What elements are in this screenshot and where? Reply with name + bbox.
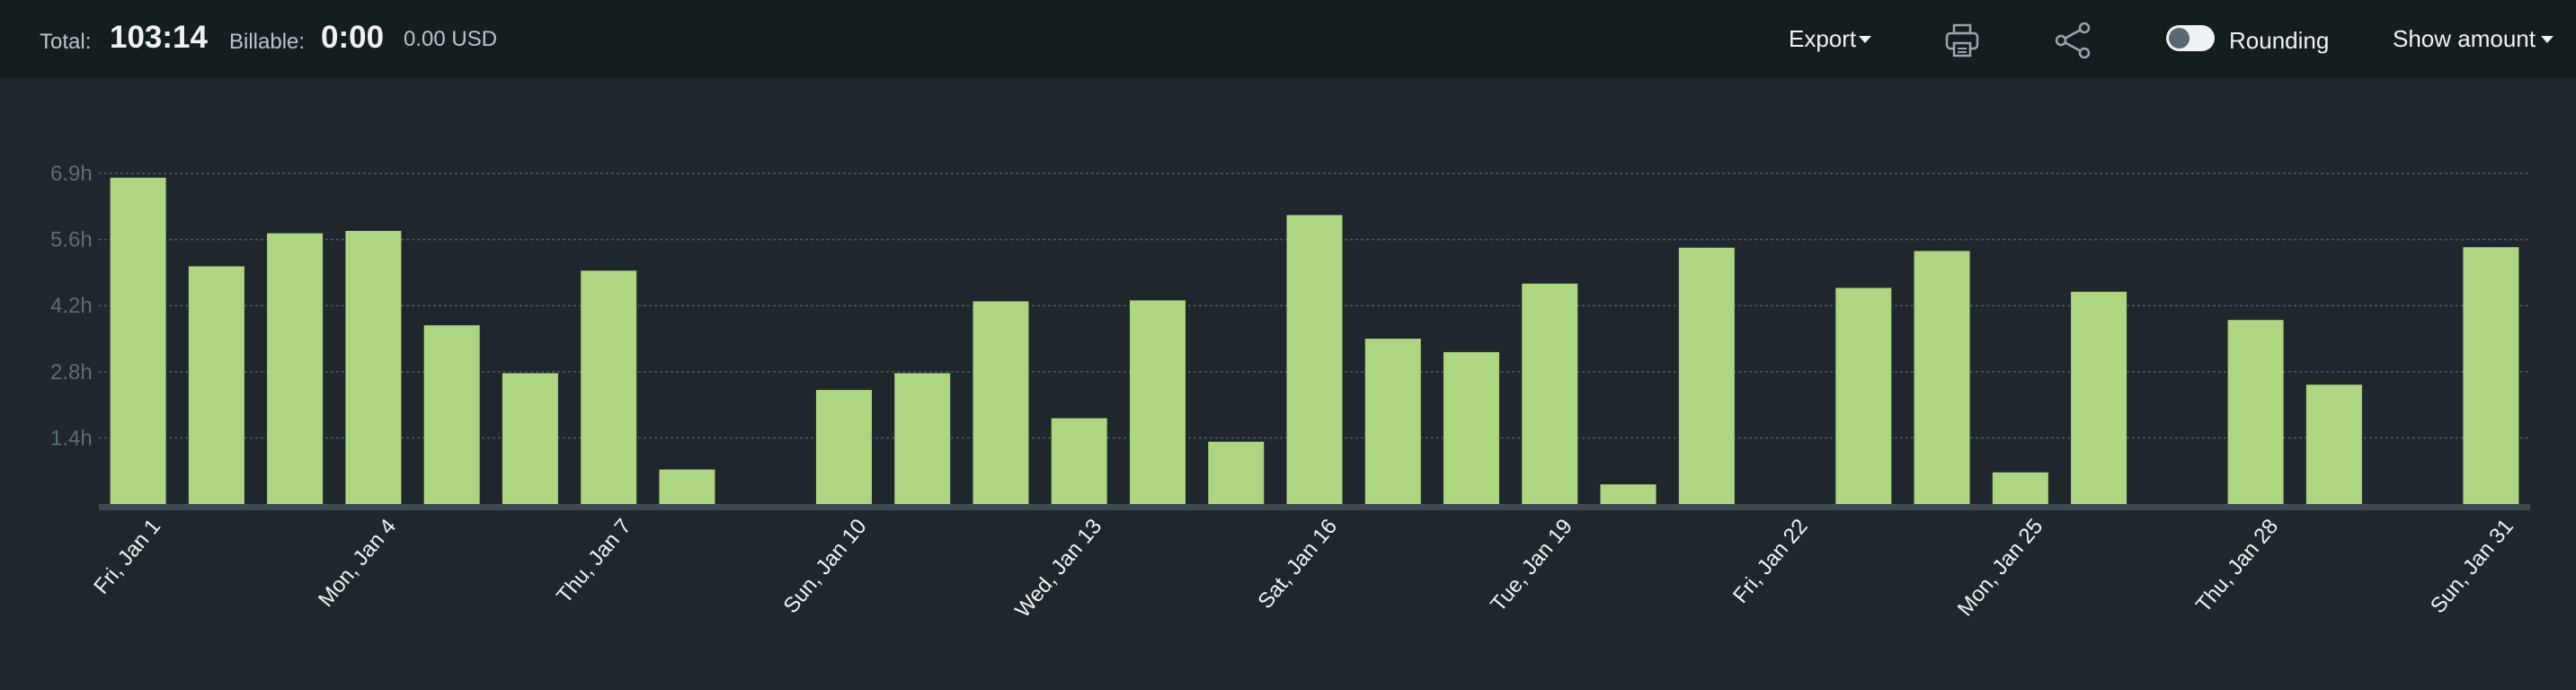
y-tick-label: 4.2h <box>50 294 93 318</box>
bar <box>581 270 637 504</box>
billable-value: 0:00 <box>321 20 385 55</box>
summary-toolbar: Total: 103:14 Billable: 0:00 0.00 USD Ex… <box>0 0 2576 77</box>
bar <box>1364 339 1421 504</box>
billable-amount: 0.00 USD <box>404 27 498 51</box>
billable-label: Billable: <box>229 30 306 54</box>
x-tick-label: Tue, Jan 19 <box>1486 515 1577 617</box>
bar <box>1443 351 1500 504</box>
bar <box>345 231 402 504</box>
export-button[interactable]: Export <box>1789 25 1857 52</box>
y-tick-label: 6.9h <box>50 162 93 186</box>
x-tick-label: Sat, Jan 16 <box>1253 515 1342 614</box>
bar <box>2071 291 2127 504</box>
rounding-label: Rounding <box>2229 27 2330 54</box>
bar <box>267 233 324 504</box>
chevron-down-icon <box>2541 36 2554 43</box>
x-axis-baseline <box>99 504 2530 510</box>
bar <box>2463 247 2519 504</box>
bar <box>1208 441 1265 504</box>
chevron-down-icon <box>1859 36 1871 43</box>
bar <box>1678 247 1735 504</box>
bar <box>1914 251 1970 504</box>
bar <box>815 390 872 504</box>
x-tick-label: Fri, Jan 1 <box>89 515 165 599</box>
x-tick-label: Thu, Jan 7 <box>552 515 636 608</box>
bar <box>423 325 480 504</box>
x-tick-label: Fri, Jan 22 <box>1728 515 1813 608</box>
bar <box>1129 300 1186 504</box>
total-value: 103:14 <box>110 20 208 55</box>
bar <box>894 373 951 504</box>
bar <box>1600 484 1657 504</box>
bar <box>1835 288 1892 504</box>
show-amount-dropdown[interactable]: Show amount <box>2393 25 2536 52</box>
bar <box>1286 215 1343 504</box>
x-tick-label: Mon, Jan 4 <box>314 515 401 612</box>
rounding-toggle[interactable] <box>2166 25 2215 51</box>
printer-icon[interactable] <box>1943 22 1981 64</box>
bar <box>1992 472 2048 504</box>
x-tick-label: Wed, Jan 13 <box>1010 515 1106 623</box>
bar <box>659 469 715 504</box>
bar <box>973 301 1029 504</box>
bar <box>502 373 558 504</box>
total-label: Total: <box>40 30 92 54</box>
share-icon[interactable] <box>2053 21 2092 65</box>
x-tick-label: Sun, Jan 31 <box>2426 515 2518 618</box>
bar <box>2227 320 2284 504</box>
bar <box>1522 283 1578 504</box>
bar <box>2305 385 2362 504</box>
x-tick-label: Thu, Jan 28 <box>2191 515 2283 617</box>
y-tick-label: 2.8h <box>50 360 93 385</box>
toggle-knob <box>2169 28 2190 49</box>
y-tick-label: 1.4h <box>50 426 93 450</box>
bar <box>1051 418 1107 504</box>
bar <box>110 177 166 505</box>
y-tick-label: 5.6h <box>50 228 93 252</box>
bar <box>188 266 244 504</box>
x-tick-label: Sun, Jan 10 <box>779 515 872 618</box>
x-tick-label: Mon, Jan 25 <box>1953 515 2048 622</box>
